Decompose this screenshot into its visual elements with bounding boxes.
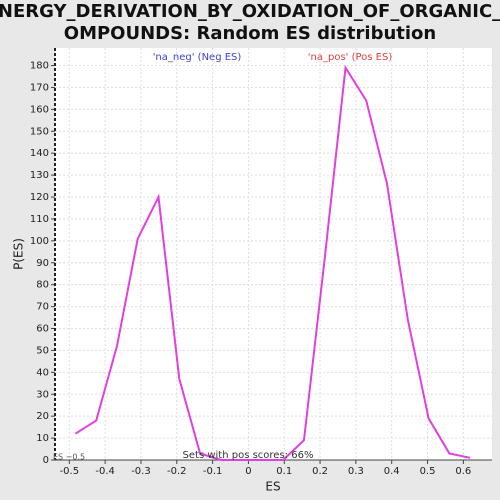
x-tick-label: 0.3 [348, 466, 364, 477]
x-axis-label: ES [265, 480, 280, 494]
x-tick-label: 0.2 [312, 466, 328, 477]
x-tick-label: 0 [245, 466, 251, 477]
x-tick-label: -0.4 [95, 466, 115, 477]
y-tick-label: 60 [36, 324, 49, 335]
x-tick-label: -0.3 [131, 466, 151, 477]
x-tick-label: -0.5 [60, 466, 80, 477]
y-tick-label: 40 [36, 367, 49, 378]
y-tick-label: 0 [43, 455, 49, 466]
y-tick-label: 30 [36, 389, 49, 400]
annotation: ES −0.5 [53, 453, 85, 462]
y-tick-label: 100 [30, 236, 49, 247]
x-tick-label: -0.1 [203, 466, 223, 477]
y-tick-label: 150 [30, 126, 49, 137]
x-tick-label: 0.1 [276, 466, 292, 477]
annotation: Sets with pos scores: 66% [183, 450, 314, 461]
y-tick-label: 170 [30, 82, 49, 93]
x-tick-label: 0.5 [420, 466, 436, 477]
y-tick-label: 130 [30, 170, 49, 181]
y-tick-label: 10 [36, 433, 49, 444]
x-tick-label: 0.6 [455, 466, 471, 477]
plot-area [55, 48, 492, 460]
y-tick-label: 20 [36, 411, 49, 422]
annotation: 'na_neg' (Neg ES) [153, 52, 242, 63]
y-tick-label: 80 [36, 280, 49, 291]
y-tick-label: 50 [36, 345, 49, 356]
y-tick-label: 180 [30, 61, 49, 72]
y-tick-label: 160 [30, 104, 49, 115]
chart-title: ENERGY_DERIVATION_BY_OXIDATION_OF_ORGANI… [0, 1, 500, 22]
y-tick-label: 70 [36, 302, 49, 313]
annotation: 'na_pos' (Pos ES) [308, 52, 393, 63]
x-tick-label: 0.4 [384, 466, 400, 477]
chart-title: OMPOUNDS: Random ES distribution [64, 23, 436, 44]
y-tick-label: 120 [30, 192, 49, 203]
y-tick-label: 110 [30, 214, 49, 225]
y-tick-label: 140 [30, 148, 49, 159]
y-axis-label: P(ES) [12, 238, 26, 270]
x-tick-label: -0.2 [167, 466, 187, 477]
y-tick-label: 90 [36, 258, 49, 269]
series-line [74, 64, 471, 461]
